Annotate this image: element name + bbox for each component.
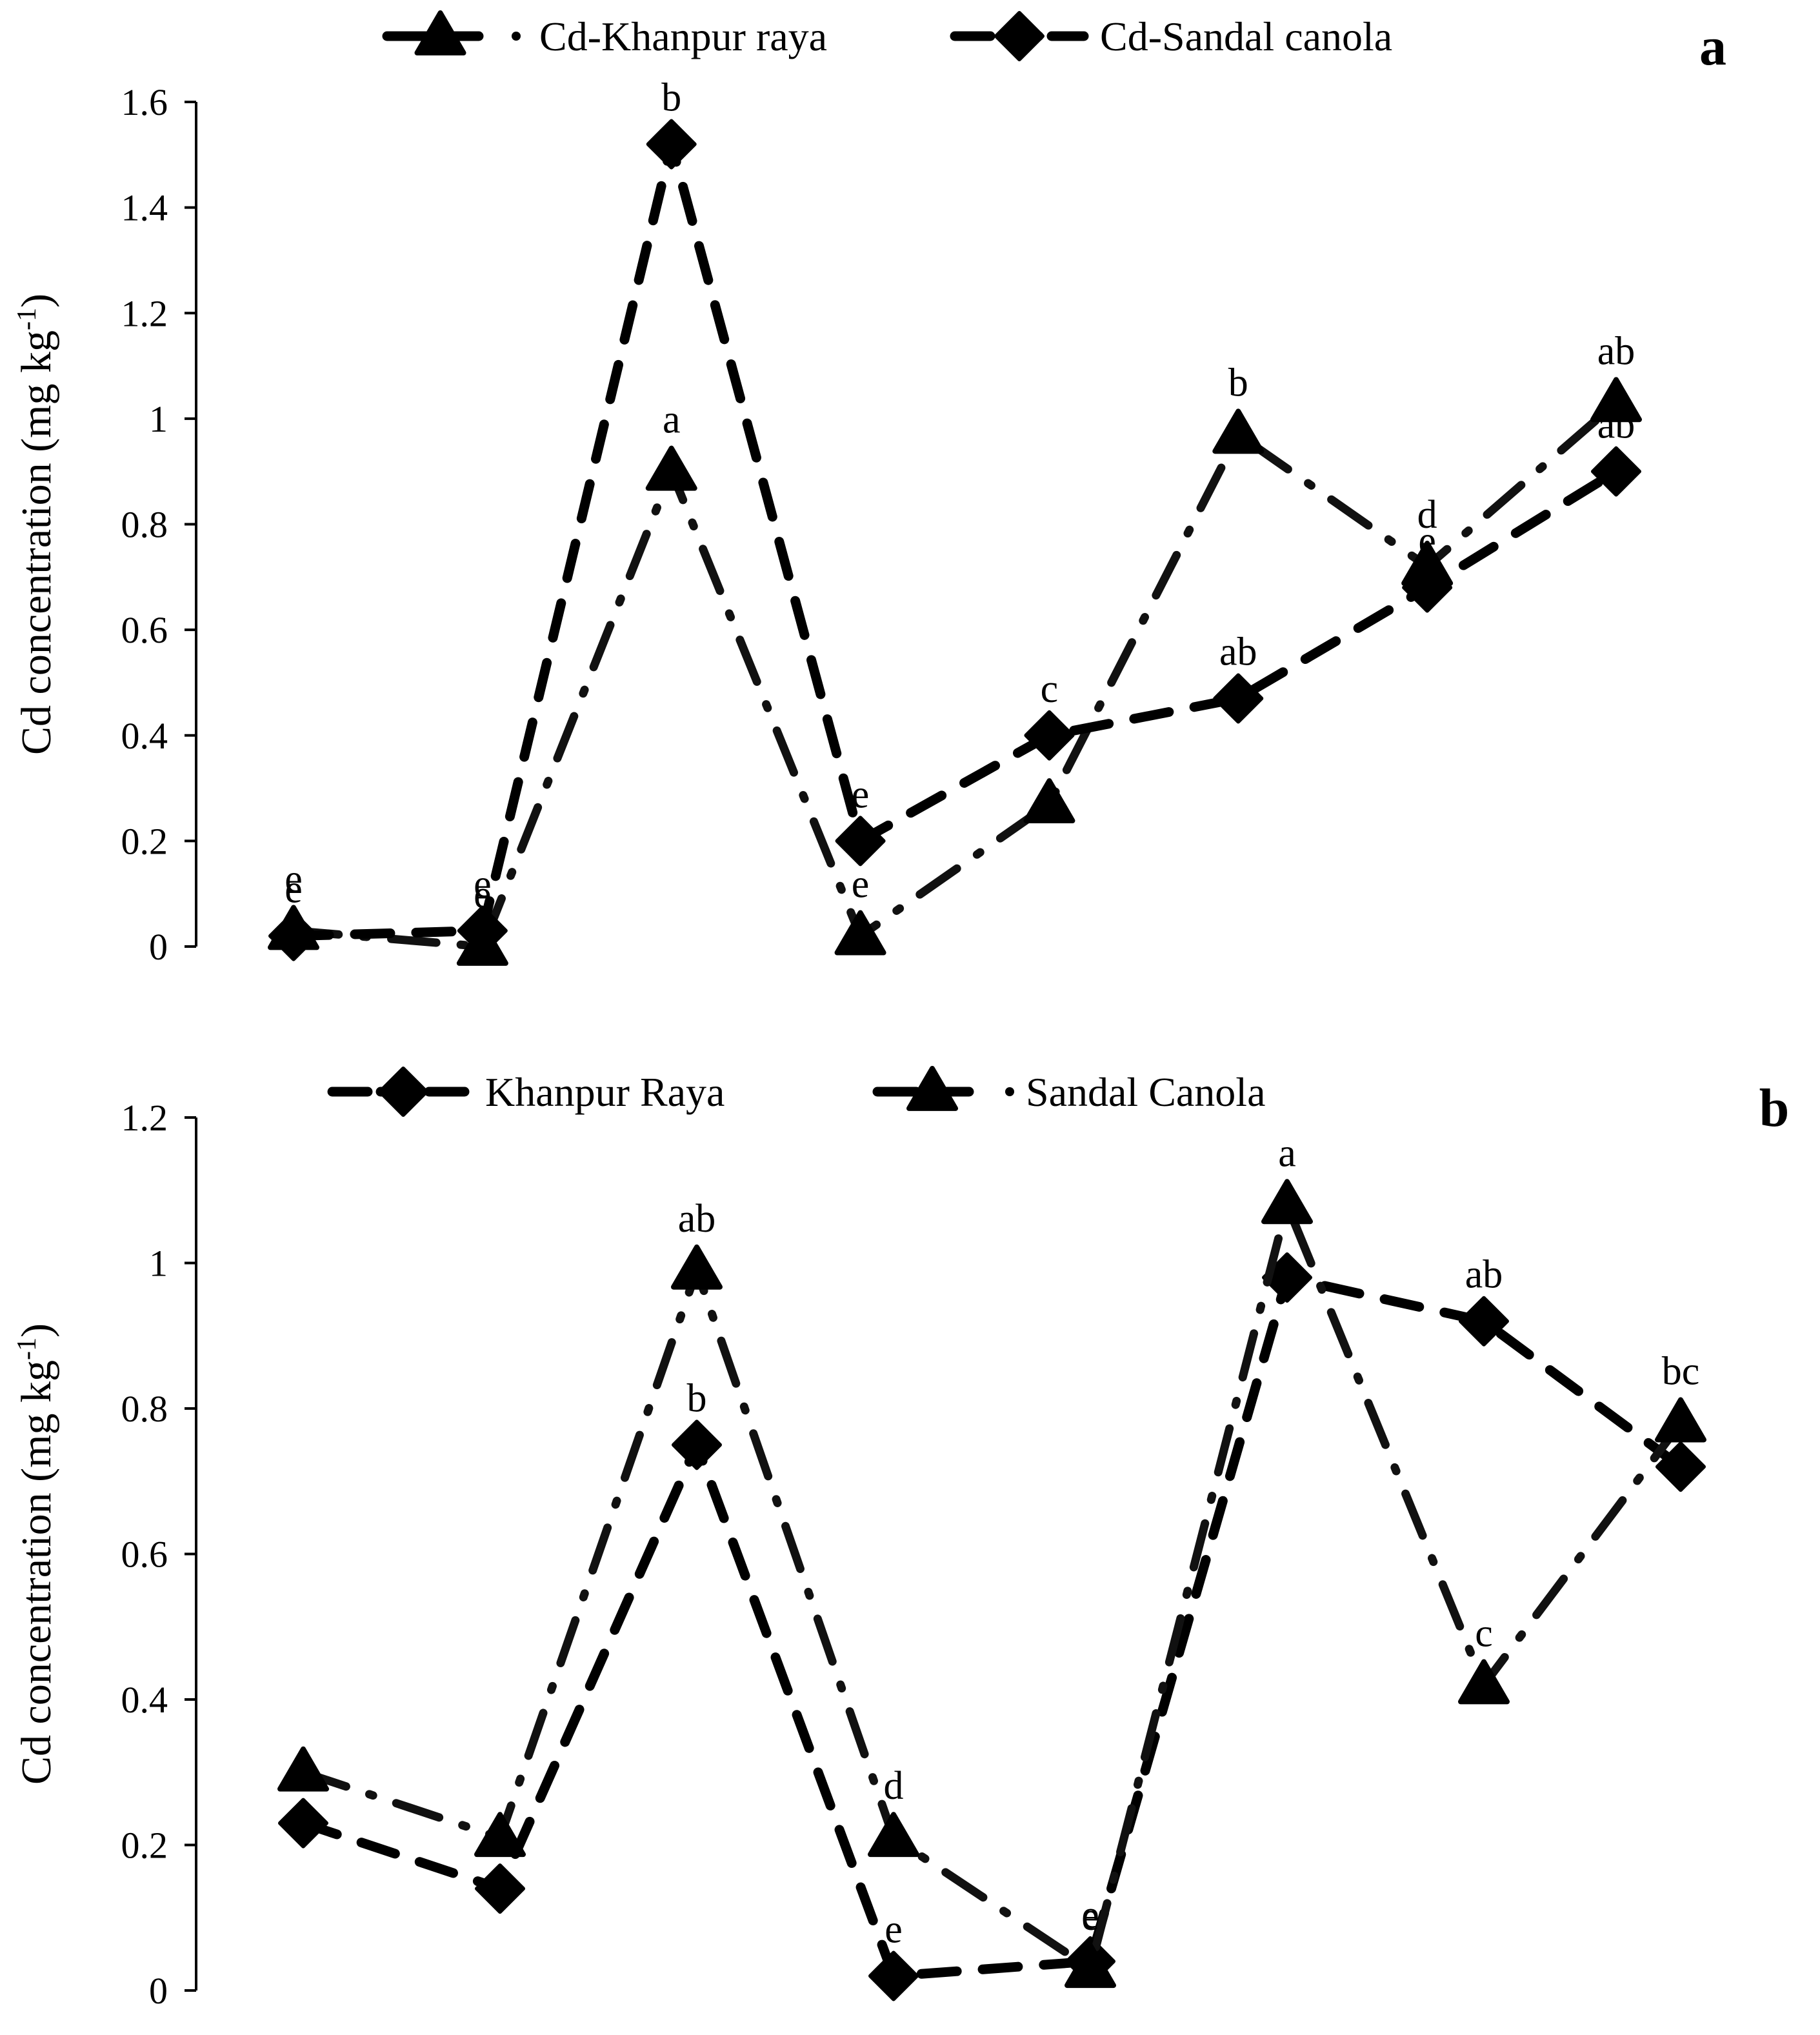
y-tick-label: 0 (149, 1970, 168, 2012)
significance-letter: c (1041, 667, 1059, 711)
data-point-triangle (277, 1746, 329, 1792)
y-tick-label: 1 (149, 398, 168, 440)
data-point-diamond (278, 1798, 328, 1849)
significance-letter: e (285, 857, 303, 901)
legend-label: Khanpur Raya (485, 1069, 725, 1115)
data-point-diamond (1402, 562, 1453, 613)
legend-marker-diamond (378, 1067, 428, 1117)
series-line-triangle (299, 1200, 1685, 1973)
significance-letter: e (285, 868, 303, 912)
significance-letter: d (1417, 493, 1437, 537)
data-point-triangle (645, 445, 697, 491)
data-point-triangle (1655, 1397, 1706, 1443)
significance-letter: e (885, 1907, 903, 1951)
legend-marker-triangle (414, 10, 466, 55)
data-point-diamond (646, 119, 697, 170)
data-point-diamond (457, 905, 508, 956)
y-tick-label: 0.6 (121, 609, 168, 651)
significance-letter: ab (1597, 403, 1635, 447)
significance-letter: ab (1219, 630, 1257, 674)
y-tick-label: 1.4 (121, 187, 168, 229)
y-tick-label: 0.4 (121, 715, 168, 757)
panel-label: a (1699, 17, 1726, 77)
significance-letter: ab (1465, 1253, 1503, 1297)
data-point-triangle (1458, 1659, 1510, 1705)
data-point-diamond (1459, 1296, 1509, 1347)
legend-label: Cd-Khanpur raya (539, 14, 827, 59)
significance-letter: ab (678, 1197, 716, 1241)
data-point-triangle (474, 1812, 526, 1858)
legend-dot (512, 32, 521, 41)
data-point-diamond (835, 816, 886, 867)
legend-marker-triangle (906, 1066, 958, 1111)
y-tick-label: 0 (149, 926, 168, 968)
y-tick-label: 0.4 (121, 1679, 168, 1721)
data-point-diamond (1024, 710, 1075, 761)
significance-letter: d (884, 1764, 904, 1808)
series-line-diamond (288, 139, 1621, 941)
y-tick-label: 0.6 (121, 1534, 168, 1576)
panel-label: b (1759, 1078, 1790, 1138)
data-point-diamond (1655, 1441, 1706, 1492)
y-axis-label: Cd concentration (mg kg-1) (12, 1323, 60, 1785)
panel-b-chart: 0 0.2 0.4 0.6 0.8 1 1.2 Cd concentration (mg kg… (12, 1066, 1790, 2012)
significance-letter: ab (1597, 329, 1635, 373)
significance-letter: e (474, 862, 492, 906)
data-point-triangle (671, 1244, 723, 1290)
y-tick-label: 0.8 (121, 504, 168, 546)
legend-label: Cd-Sandal canola (1100, 14, 1392, 59)
data-point-triangle (1023, 778, 1075, 824)
data-point-triangle (834, 910, 886, 956)
y-tick-label: 1 (149, 1243, 168, 1285)
data-point-triangle (1261, 1179, 1313, 1225)
data-point-diamond (868, 1950, 919, 2001)
data-point-triangle (868, 1812, 919, 1858)
significance-letter: e (1081, 1895, 1099, 1939)
significance-letter: b (661, 75, 681, 119)
significance-letter: bc (1662, 1350, 1700, 1394)
data-point-diamond (672, 1419, 722, 1470)
significance-letter: b (687, 1376, 707, 1420)
data-point-diamond (268, 910, 319, 961)
y-tick-label: 1.2 (121, 292, 168, 334)
data-point-triangle (1590, 377, 1642, 423)
data-point-triangle (1212, 408, 1265, 454)
data-point-triangle (1065, 1943, 1116, 1989)
y-axis-label: Cd concentration (mg kg-1) (12, 294, 60, 755)
legend-dot (1005, 1087, 1014, 1096)
significance-letter: e (1418, 519, 1436, 563)
significance-letter: a (663, 398, 681, 442)
legend-marker-diamond (994, 11, 1045, 61)
significance-letter: a (1278, 1131, 1296, 1175)
significance-letter: b (1228, 361, 1248, 405)
panel-a-chart: 0 0.2 0.4 0.6 0.8 1 1.2 1.4 1.6 Cd concentration … (12, 10, 1726, 968)
y-tick-label: 0.8 (121, 1388, 168, 1430)
significance-letter: c (1475, 1611, 1493, 1655)
y-tick-label: 0.2 (121, 1825, 168, 1867)
y-tick-label: 1.2 (121, 1097, 168, 1139)
data-point-diamond (1213, 673, 1264, 724)
series-line-triangle (289, 398, 1621, 951)
legend-label: Sandal Canola (1026, 1069, 1265, 1115)
series-line-diamond (298, 1272, 1686, 1981)
data-point-diamond (475, 1863, 525, 1914)
y-tick-label: 0.2 (121, 820, 168, 862)
data-point-diamond (1591, 446, 1641, 497)
significance-letter: e (852, 772, 870, 816)
significance-letter: e (852, 863, 870, 907)
y-tick-label: 1.6 (121, 81, 168, 123)
